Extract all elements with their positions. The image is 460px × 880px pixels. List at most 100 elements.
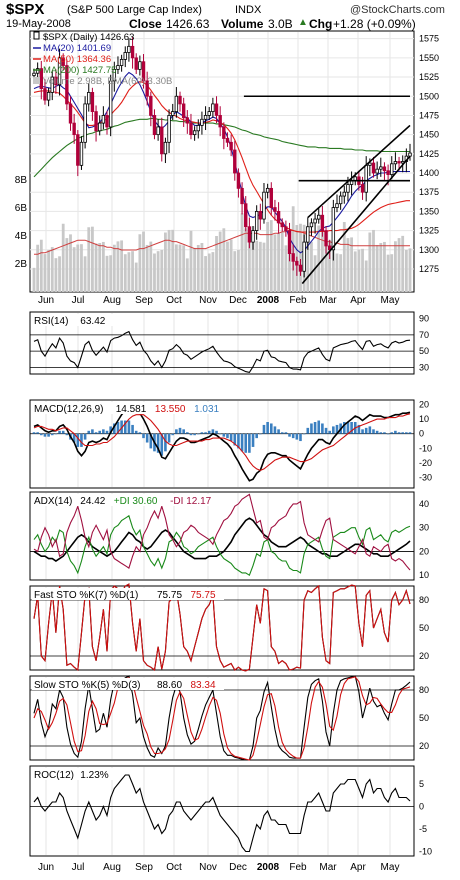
volume-bar: [342, 222, 346, 292]
month-label: 2008: [257, 862, 280, 873]
price-candle: [291, 253, 295, 262]
roc-axis-tick: -10: [419, 847, 432, 857]
volume-bar: [72, 247, 76, 292]
price-axis-tick: 1475: [419, 110, 439, 120]
month-label: Feb: [289, 862, 307, 873]
macd-histogram-bar: [218, 433, 222, 435]
macd-histogram-bar: [222, 433, 226, 437]
price-candle: [200, 118, 204, 126]
volume-bar: [386, 254, 390, 292]
price-candle: [127, 45, 131, 53]
price-candle: [262, 191, 266, 220]
volume-bar: [120, 240, 124, 292]
macd-histogram-bar: [50, 433, 54, 436]
volume-bar: [58, 256, 61, 292]
adx-axis-tick: 10: [419, 570, 429, 580]
price-candle: [149, 95, 153, 116]
macd-title-value: 1.031: [194, 404, 219, 415]
macd-histogram-bar: [58, 430, 61, 434]
price-candle: [39, 68, 44, 89]
volume-bar: [39, 239, 43, 292]
price-candle: [258, 210, 263, 220]
macd-histogram-bar: [368, 426, 372, 434]
volume-bar: [134, 262, 138, 292]
volume-bar: [350, 237, 353, 292]
roc-axis-tick: 0: [419, 802, 424, 812]
macd-axis-tick: 10: [419, 414, 429, 424]
macd-histogram-bar: [273, 426, 277, 434]
adx-series-adx: [33, 517, 411, 562]
price-candle: [32, 72, 36, 76]
faststo-axis-tick: 20: [419, 651, 429, 661]
price-candle: [181, 103, 186, 119]
price-candle: [54, 76, 58, 86]
volume-bar: [142, 231, 145, 292]
price-candle: [90, 92, 95, 113]
macd-histogram-bar: [102, 429, 105, 434]
chg-label: Chg: [309, 17, 333, 31]
volume-bar: [69, 234, 72, 292]
volume-bar: [171, 229, 175, 292]
price-candle: [160, 126, 164, 155]
adx-title-value: +DI 30.60: [114, 496, 158, 507]
month-label: Sep: [135, 295, 153, 306]
macd-axis-tick: -10: [419, 443, 432, 453]
volume-bar: [94, 243, 98, 292]
adx-axis-tick: 20: [419, 546, 429, 556]
volume-bar: [237, 250, 240, 292]
trendline: [301, 155, 411, 285]
price-candle: [116, 65, 120, 70]
macd-histogram-bar: [94, 432, 98, 434]
price-candle: [306, 226, 310, 243]
slowsto-title-value: 88.60: [157, 680, 182, 691]
volume-bar: [131, 251, 134, 292]
rsi-axis-tick: 30: [419, 362, 429, 372]
adx-series--di: [33, 493, 411, 571]
price-candle: [218, 115, 222, 128]
macd-histogram-bar: [277, 429, 280, 434]
macd-histogram-bar: [350, 422, 353, 434]
macd-histogram-bar: [142, 433, 145, 439]
volume-bar: [167, 229, 171, 292]
price-candle: [167, 115, 171, 143]
date-label: 19-May-2008: [6, 18, 71, 30]
price-candle: [68, 103, 73, 124]
volume-bar: [218, 231, 222, 292]
month-label: Oct: [166, 862, 182, 873]
faststo-series--d: [33, 583, 411, 672]
month-label: Feb: [289, 295, 307, 306]
macd-histogram-bar: [76, 433, 80, 447]
volume-bar: [32, 267, 36, 292]
macd-axis-tick: 0: [419, 429, 424, 439]
volume-bar: [255, 240, 259, 292]
volume-bar: [164, 232, 167, 292]
volume-axis-tick: 2B: [15, 259, 28, 270]
price-candle: [192, 130, 197, 136]
volume-bar: [353, 251, 357, 292]
macd-histogram-bar: [61, 430, 65, 434]
macd-title: MACD(12,26,9): [34, 404, 103, 415]
faststo-axis-tick: 50: [419, 623, 429, 633]
macd-histogram-bar: [383, 432, 386, 434]
macd-histogram-bar: [237, 433, 240, 449]
volume-bar: [401, 235, 405, 292]
price-candle: [119, 59, 124, 66]
price-candle: [302, 241, 306, 272]
macd-histogram-bar: [72, 433, 76, 443]
month-label: Aug: [103, 295, 121, 306]
price-axis-tick: 1450: [419, 130, 439, 140]
macd-histogram-bar: [196, 433, 200, 435]
price-candle: [265, 187, 270, 193]
rsi-title-value: 63.42: [80, 316, 105, 327]
price-axis-tick: 1325: [419, 226, 439, 236]
macd-histogram-bar: [193, 433, 196, 436]
volume-bar: [207, 253, 211, 292]
volume-bar: [222, 228, 226, 292]
volume-bar: [156, 251, 160, 292]
volume-bar: [83, 256, 87, 292]
price-candle: [276, 210, 281, 224]
price-candle: [112, 68, 117, 82]
macd-histogram-bar: [80, 433, 83, 447]
chg-arrow: ▲: [298, 17, 308, 28]
volume-bar: [269, 220, 273, 292]
